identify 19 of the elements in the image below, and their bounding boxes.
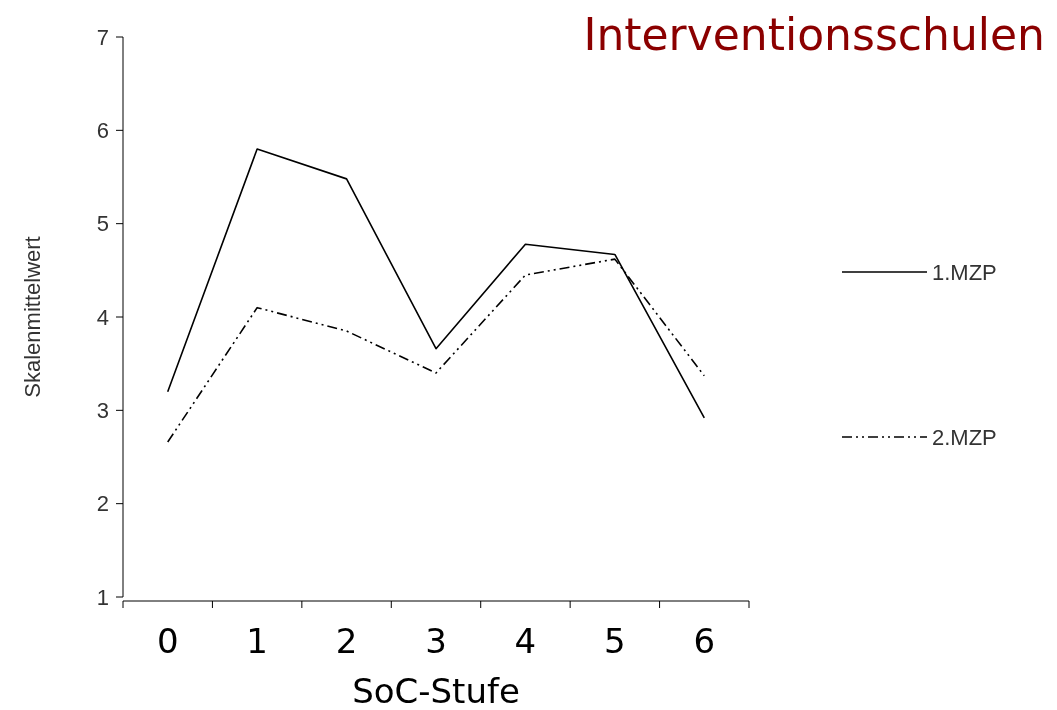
x-tick-label: 0 [156,621,179,661]
x-tick-label: 6 [693,621,716,661]
y-tick-label: 4 [96,304,109,330]
y-tick-label: 7 [96,24,109,50]
x-axis-title: SoC-Stufe [352,671,520,710]
chart-title: Interventionsschulen [583,9,1045,60]
y-tick-label: 6 [96,118,109,144]
y-tick-label: 3 [96,398,109,424]
legend-label: 1.MZP [932,259,997,285]
legend-label: 2.MZP [932,424,997,450]
x-tick-label: 3 [425,621,447,661]
x-tick-label: 2 [335,621,358,661]
y-axis-title: Skalenmittelwert [20,236,45,398]
x-tick-label: 1 [246,621,268,661]
y-tick-label: 2 [96,491,109,517]
x-tick-label: 4 [514,621,537,661]
x-tick-label: 5 [604,621,626,661]
y-tick-label: 5 [96,211,109,237]
y-tick-label: 1 [96,584,109,610]
